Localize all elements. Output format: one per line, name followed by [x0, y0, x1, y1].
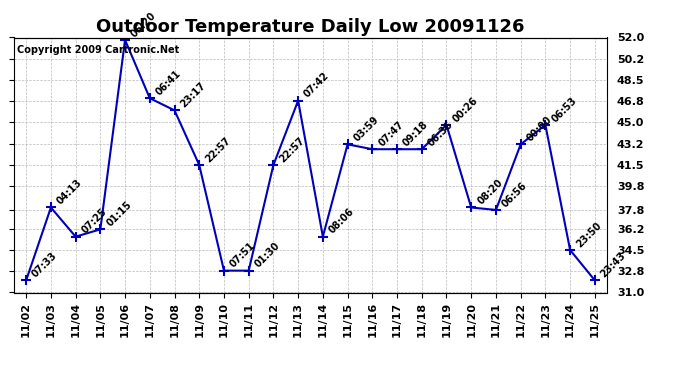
Text: 23:50: 23:50 [574, 220, 603, 249]
Text: 06:53: 06:53 [549, 95, 578, 124]
Text: 03:59: 03:59 [352, 115, 381, 144]
Text: 06:20: 06:20 [129, 10, 158, 39]
Title: Outdoor Temperature Daily Low 20091126: Outdoor Temperature Daily Low 20091126 [96, 18, 525, 36]
Text: 04:13: 04:13 [55, 178, 84, 207]
Text: 06:36: 06:36 [426, 120, 455, 148]
Text: 09:18: 09:18 [401, 119, 431, 148]
Text: 07:51: 07:51 [228, 241, 257, 270]
Text: 07:33: 07:33 [30, 251, 59, 280]
Text: 00:00: 00:00 [525, 115, 554, 144]
Text: 08:20: 08:20 [475, 178, 504, 207]
Text: 22:57: 22:57 [204, 135, 233, 164]
Text: 23:17: 23:17 [179, 81, 208, 110]
Text: Copyright 2009 Cartronic.Net: Copyright 2009 Cartronic.Net [17, 45, 179, 55]
Text: 01:30: 01:30 [253, 241, 282, 270]
Text: 06:41: 06:41 [154, 69, 183, 98]
Text: 07:42: 07:42 [302, 71, 331, 100]
Text: 08:06: 08:06 [327, 207, 356, 236]
Text: 01:15: 01:15 [104, 200, 133, 229]
Text: 23:43: 23:43 [599, 251, 628, 280]
Text: 22:57: 22:57 [277, 135, 306, 164]
Text: 00:26: 00:26 [451, 95, 480, 124]
Text: 07:25: 07:25 [80, 207, 109, 236]
Text: 07:47: 07:47 [377, 120, 406, 148]
Text: 06:56: 06:56 [500, 180, 529, 209]
